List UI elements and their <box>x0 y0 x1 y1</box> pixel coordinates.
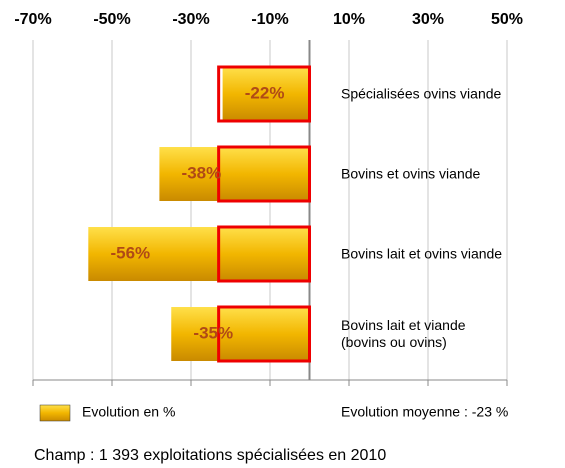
footnote: Champ : 1 393 exploitations spécialisées… <box>34 447 386 464</box>
bar <box>88 227 310 281</box>
bar <box>222 67 310 121</box>
mean-box <box>217 145 311 203</box>
value-label: -38% <box>182 163 222 182</box>
x-tick-label: 30% <box>412 11 444 28</box>
x-tick-label: -30% <box>172 11 209 28</box>
x-tick-label: 50% <box>491 11 523 28</box>
x-tick-label: -50% <box>93 11 130 28</box>
category-label: Bovins lait et viande (bovins ou ovins) <box>341 317 466 350</box>
value-label: -56% <box>110 243 150 262</box>
mean-label: Evolution moyenne : -23 % <box>341 404 508 420</box>
x-tick-label: -10% <box>251 11 288 28</box>
category-label: Bovins lait et ovins viande <box>341 245 503 262</box>
bar <box>171 307 310 361</box>
mean-box <box>217 225 311 283</box>
x-tick-label: -70% <box>14 11 51 28</box>
x-tick-label: 10% <box>333 11 365 28</box>
category-label: Bovins et ovins viande <box>341 165 481 182</box>
mean-box <box>217 65 311 123</box>
bar <box>159 147 310 201</box>
legend-label: Evolution en % <box>82 404 175 420</box>
legend-swatch <box>39 404 71 422</box>
value-label: -22% <box>245 83 285 102</box>
category-label: Spécialisées ovins viande <box>341 85 502 102</box>
mean-box <box>217 305 311 363</box>
value-label: -35% <box>193 323 233 342</box>
